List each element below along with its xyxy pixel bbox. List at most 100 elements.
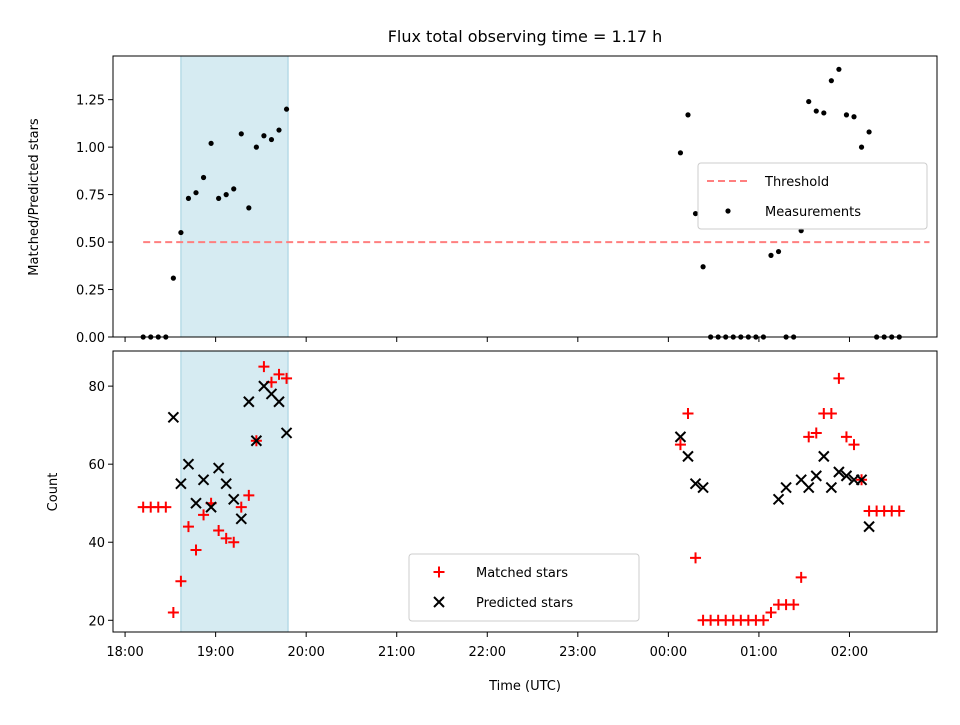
panel-2-matched-stars-point-12 bbox=[220, 532, 232, 544]
panel-2-matched-stars-point-32 bbox=[757, 614, 769, 626]
panel-2-predicted-stars-point-26 bbox=[818, 450, 830, 463]
panel-2-matched-stars-point-15 bbox=[243, 489, 255, 501]
panel-2-legend-label-predicted-stars: Predicted stars bbox=[476, 596, 573, 611]
panel-2-legend-label-matched-stars: Matched stars bbox=[476, 566, 568, 581]
panel-1-y-tick-label-1.00: 1.00 bbox=[76, 141, 105, 156]
panel-2-matched-stars-point-9 bbox=[198, 509, 210, 521]
panel-2-matched-stars-point-7 bbox=[182, 521, 194, 533]
panel-2-predicted-stars-point-27 bbox=[825, 481, 838, 494]
panel-1-measurements-point-5 bbox=[170, 275, 176, 281]
panel-2-predicted-stars-point-22 bbox=[780, 481, 792, 494]
panel-2-x-tick-label-1800: 18:00 bbox=[106, 645, 143, 660]
panel-2-x-tick-label-2200: 22:00 bbox=[469, 645, 506, 660]
panel-1-measurements-point-20 bbox=[283, 106, 290, 112]
panel-2-predicted-stars-point-2 bbox=[175, 477, 187, 490]
panel-1-measurements-point-23 bbox=[692, 210, 699, 217]
panel-2-matched-stars-point-37 bbox=[795, 571, 807, 583]
panel-1-y-tick-label-0.25: 0.25 bbox=[76, 284, 105, 299]
panel-1-legend-label-threshold: Threshold bbox=[764, 175, 829, 190]
panel-1-legend-label-measurements: Measurements bbox=[765, 205, 861, 220]
panel-2-x-tick-label-0200: 02:00 bbox=[831, 645, 868, 660]
panel-2-matched-stars-point-41 bbox=[825, 407, 837, 419]
panel-1-axes-frame bbox=[112, 55, 938, 338]
panel-2-matched-stars-point-4 bbox=[160, 501, 172, 513]
panel-2-x-tick-label-2000: 20:00 bbox=[287, 645, 324, 660]
panel-2-matched-stars-point-14 bbox=[235, 501, 247, 513]
panel-2-matched-stars-point-36 bbox=[788, 599, 800, 611]
panel-2-matched-stars-point-23 bbox=[690, 552, 702, 564]
panel-1-measurements-point-19 bbox=[276, 127, 282, 133]
panel-1-measurements-point-8 bbox=[193, 190, 199, 196]
panel-2-predicted-stars-point-28 bbox=[833, 466, 845, 478]
panel-1-measurements-point-21 bbox=[677, 150, 684, 156]
panel-1-measurements-point-10 bbox=[208, 140, 214, 146]
panel-2-predicted-stars-point-21 bbox=[772, 493, 785, 506]
panel-1-measurements-point-12 bbox=[223, 192, 229, 198]
panel-2-x-tick-label-1900: 19:00 bbox=[197, 645, 234, 660]
panel-2-matched-stars-point-42 bbox=[833, 372, 845, 384]
panel-2-predicted-stars-point-16 bbox=[280, 427, 293, 439]
panel-2-predicted-stars-point-29 bbox=[840, 470, 853, 482]
panel-2-x-tick-label-0000: 00:00 bbox=[650, 645, 687, 660]
panel-2-y-tick-label-20: 20 bbox=[88, 614, 105, 629]
panel-1-measurements-point-16 bbox=[253, 144, 259, 150]
panel-1-measurements-point-11 bbox=[216, 195, 222, 201]
panel-2-x-tick-label-0100: 01:00 bbox=[740, 645, 777, 660]
panel-1-measurements-point-15 bbox=[246, 205, 252, 211]
panel-2-matched-stars-point-38 bbox=[803, 431, 815, 443]
panel-2-y-tick-label-40: 40 bbox=[88, 536, 105, 551]
panel-2-matched-stars-point-8 bbox=[190, 544, 202, 556]
panel-1-measurements-point-44 bbox=[851, 114, 857, 120]
panel-2-matched-stars-point-43 bbox=[840, 431, 852, 443]
panel-1-y-tick-label-0.50: 0.50 bbox=[76, 236, 105, 251]
y-axis-label-bottom: Count bbox=[46, 473, 61, 512]
y-axis-label-top: Matched/Predicted stars bbox=[27, 118, 42, 276]
panel-2-predicted-stars-point-19 bbox=[689, 477, 702, 490]
chart-title: Flux total observing time = 1.17 h bbox=[388, 27, 663, 46]
panel-2-predicted-stars-point-15 bbox=[273, 396, 285, 408]
panel-1-y-tick-label-1.25: 1.25 bbox=[76, 94, 105, 109]
panel-1-measurements-point-7 bbox=[185, 195, 192, 201]
panel-2-predicted-stars-point-25 bbox=[810, 470, 822, 482]
panel-1-measurements-point-13 bbox=[231, 186, 237, 192]
panel-2-matched-stars-point-39 bbox=[810, 427, 822, 439]
panel-2-predicted-stars-point-18 bbox=[682, 450, 694, 463]
panel-2-predicted-stars-point-17 bbox=[674, 431, 687, 443]
panel-1-y-tick-label-0.75: 0.75 bbox=[76, 189, 105, 204]
panel-1-measurements-point-43 bbox=[843, 112, 850, 118]
panel-2-matched-stars-point-17 bbox=[258, 361, 270, 373]
panel-2-matched-stars-point-50 bbox=[893, 505, 905, 517]
panel-1-measurements-point-24 bbox=[700, 264, 706, 270]
panel-2-legend-box bbox=[408, 553, 640, 622]
panel-1-measurements-point-18 bbox=[268, 136, 275, 143]
panel-2-matched-stars-point-19 bbox=[273, 368, 285, 380]
panel-2-matched-stars-point-33 bbox=[765, 606, 777, 618]
panel-1-measurements-point-14 bbox=[238, 131, 244, 137]
panel-2-matched-stars-point-5 bbox=[167, 606, 179, 618]
panel-2-predicted-stars-point-10 bbox=[235, 513, 247, 525]
panel-2-x-tick-label-2300: 23:00 bbox=[559, 645, 596, 660]
panel-2-matched-stars-point-20 bbox=[281, 372, 293, 384]
panel-1-observing-band bbox=[180, 55, 289, 338]
panel-2-matched-stars-point-21 bbox=[674, 439, 686, 451]
panel-2-predicted-stars-point-4 bbox=[190, 497, 202, 509]
panel-2-predicted-stars-point-3 bbox=[182, 458, 195, 470]
panel-1-legend-box bbox=[697, 162, 928, 230]
panel-1-measurements-point-34 bbox=[775, 248, 782, 255]
panel-1-y-tick-label-0.00: 0.00 bbox=[76, 331, 105, 346]
panel-1-measurements-point-9 bbox=[200, 174, 207, 181]
panel-1-measurements-point-40 bbox=[821, 110, 827, 116]
panel-2-predicted-stars-point-31 bbox=[855, 474, 868, 486]
panel-1-measurements-point-22 bbox=[685, 112, 691, 118]
panel-2-predicted-stars-point-6 bbox=[205, 501, 217, 513]
panel-1-measurements-point-46 bbox=[866, 129, 872, 135]
panel-2-predicted-stars-point-5 bbox=[197, 474, 210, 486]
panel-2-predicted-stars-point-24 bbox=[803, 481, 815, 494]
panel-1-measurements-point-39 bbox=[813, 108, 819, 114]
panel-1-measurements-point-6 bbox=[178, 229, 184, 236]
panel-2-y-tick-label-80: 80 bbox=[88, 380, 105, 395]
panel-2-matched-stars-point-44 bbox=[848, 439, 860, 451]
panel-1-measurements-point-38 bbox=[806, 98, 812, 105]
